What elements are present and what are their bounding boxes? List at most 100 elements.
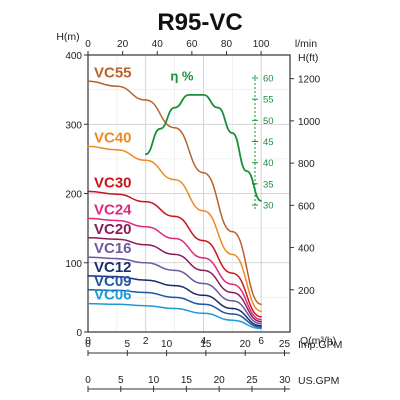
h-ft-tick-label: 200 [298, 286, 315, 297]
axes: 0100200300400H(m)20040060080010001200H(f… [56, 31, 342, 392]
us-gpm-tick-label: 5 [118, 375, 124, 386]
point-vc20 [144, 243, 147, 246]
us-gpm-tick-label: 20 [214, 375, 226, 386]
efficiency-tick-label: 60 [263, 74, 274, 85]
point-vc30 [260, 315, 262, 318]
label-vc24: VC24 [94, 201, 132, 218]
point-vc40 [144, 159, 147, 162]
point-vc55 [231, 230, 234, 233]
point-vc24 [87, 217, 89, 220]
efficiency-tick-label: 30 [263, 201, 274, 212]
point-vc12 [231, 307, 234, 310]
label-vc06: VC06 [94, 287, 132, 304]
point-vc55 [87, 80, 89, 83]
point-vc40 [173, 178, 176, 181]
efficiency-label: η % [170, 69, 194, 84]
point-vc06 [87, 302, 89, 305]
point-vc40 [87, 145, 89, 148]
label-vc30: VC30 [94, 174, 132, 191]
label-vc16: VC16 [94, 240, 132, 257]
point-vc30 [87, 190, 89, 193]
q-tick-label: 4 [201, 336, 207, 347]
us-gpm-unit-label: US.GPM [298, 375, 339, 387]
point-vc06 [231, 319, 234, 322]
point-vc20 [231, 291, 234, 294]
us-gpm-tick-label: 25 [246, 375, 258, 386]
efficiency-tick-label: 55 [263, 95, 274, 106]
h-ft-tick-label: 600 [298, 201, 315, 212]
point-vc40 [116, 149, 118, 151]
us-gpm-tick-label: 30 [279, 375, 291, 386]
point-vc30 [231, 272, 234, 274]
point-vc55 [116, 85, 118, 87]
l-min-unit-label: l/min [295, 38, 317, 50]
label-vc55: VC55 [94, 64, 132, 81]
point-efficiency [245, 170, 248, 172]
point-vc09 [87, 288, 89, 291]
point-efficiency [260, 199, 262, 202]
point-vc40 [202, 210, 205, 212]
point-vc30 [144, 201, 147, 203]
l-min-tick-label: 40 [152, 39, 164, 50]
point-efficiency [144, 153, 147, 155]
l-min-tick-label: 20 [117, 39, 129, 50]
point-vc24 [202, 257, 205, 259]
h-ft-tick-label: 1000 [298, 117, 321, 128]
h-m-tick-label: 400 [65, 51, 82, 62]
h-m-tick-label: 100 [65, 259, 82, 270]
imp-gpm-tick-label: 15 [200, 339, 212, 350]
point-vc12 [173, 284, 176, 287]
grid [88, 55, 290, 332]
label-vc20: VC20 [94, 221, 132, 238]
imp-gpm-tick-label: 10 [161, 339, 173, 350]
imp-gpm-tick-label: 25 [279, 339, 291, 350]
point-efficiency [231, 132, 234, 134]
point-vc30 [173, 215, 176, 218]
point-vc12 [87, 275, 89, 277]
chart-title: R95-VC [157, 9, 242, 36]
h-m-tick-label: 200 [65, 190, 82, 201]
label-vc40: VC40 [94, 129, 132, 146]
h-m-tick-label: 300 [65, 120, 82, 131]
efficiency-tick-label: 45 [263, 137, 274, 148]
point-vc40 [231, 253, 234, 256]
q-unit-label: Q(m³/h) [300, 335, 336, 347]
point-vc12 [144, 279, 147, 281]
l-min-tick-label: 80 [221, 39, 233, 50]
q-tick-label: 0 [85, 336, 91, 347]
point-vc24 [231, 283, 234, 286]
imp-gpm-tick-label: 0 [85, 339, 91, 350]
point-vc16 [173, 269, 176, 272]
point-vc09 [260, 326, 262, 328]
efficiency-tick-label: 35 [263, 179, 274, 190]
q-tick-label: 2 [143, 336, 149, 347]
h-ft-tick-label: 1200 [298, 75, 321, 86]
point-vc20 [173, 253, 176, 256]
l-min-tick-label: 0 [85, 39, 91, 50]
point-vc06 [173, 307, 176, 310]
point-vc06 [116, 303, 118, 306]
point-vc06 [202, 312, 205, 315]
efficiency-tick-label: 50 [263, 116, 274, 127]
point-vc09 [231, 313, 234, 315]
point-vc20 [116, 238, 118, 241]
us-gpm-tick-label: 10 [148, 375, 160, 386]
point-vc55 [173, 126, 176, 129]
h-m-unit-label: H(m) [56, 31, 79, 43]
point-vc16 [260, 322, 262, 325]
point-vc40 [260, 310, 262, 313]
h-m-tick-label: 0 [76, 328, 82, 339]
point-vc06 [260, 327, 262, 330]
point-vc24 [260, 318, 262, 321]
point-efficiency [217, 106, 219, 109]
point-vc30 [116, 193, 118, 195]
point-vc09 [173, 296, 176, 299]
point-vc06 [144, 304, 147, 307]
point-vc30 [202, 239, 205, 242]
point-vc16 [231, 300, 234, 302]
point-vc09 [116, 289, 118, 292]
l-min-tick-label: 100 [253, 39, 270, 50]
point-vc20 [260, 320, 262, 323]
label-vc12: VC12 [94, 259, 132, 276]
